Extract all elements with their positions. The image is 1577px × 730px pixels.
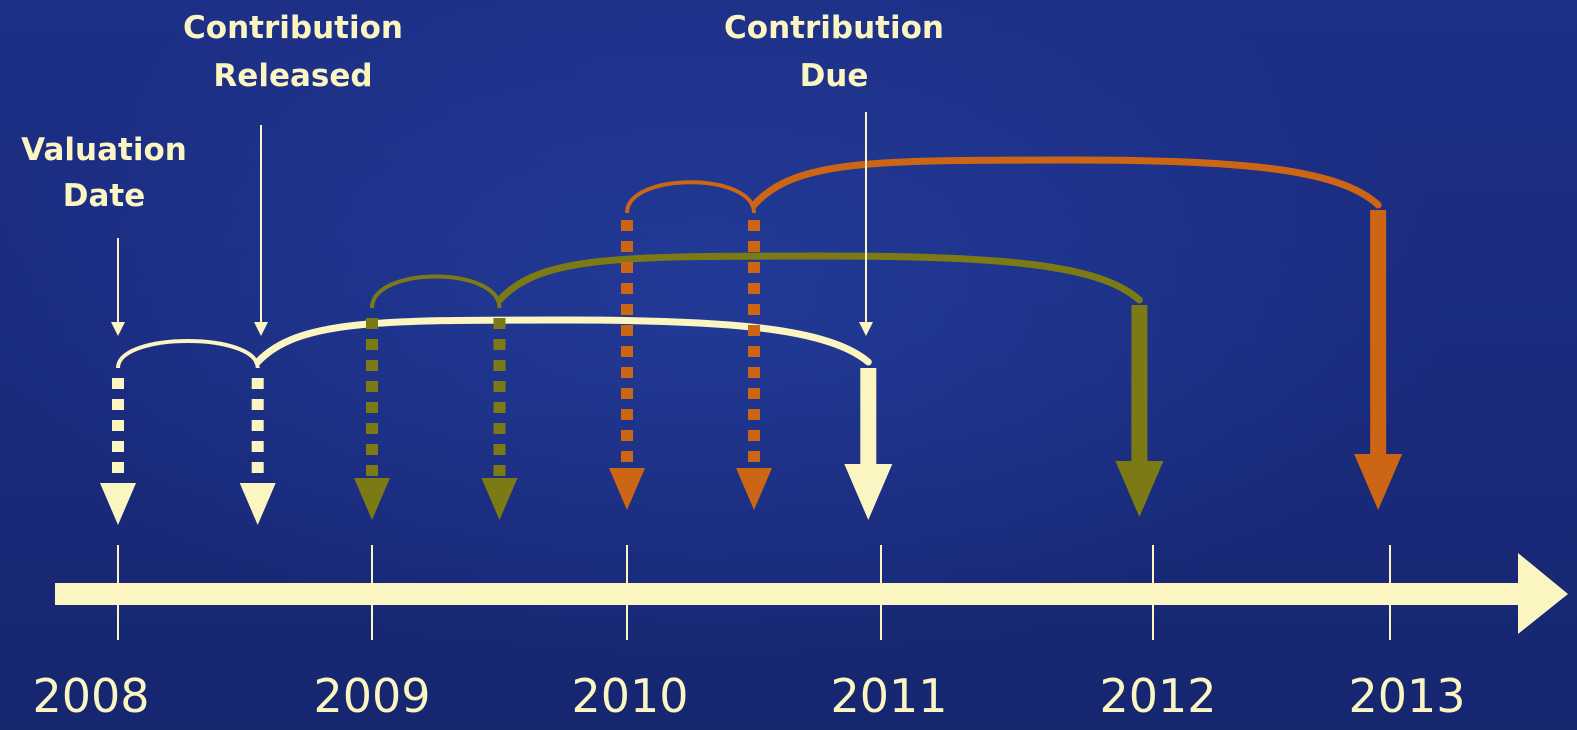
cycle-3-due-arrow [1354,210,1403,510]
cycle-2-valuation-arrow-head [354,478,390,520]
cycle-1-valuation-hump [116,339,260,369]
cycle-2-released-arrow [481,318,518,520]
valuation-date-label-line2: Date [63,178,146,214]
cycle-3-valuation-hump [625,180,756,214]
year-label-2009: 2009 [313,669,430,723]
cycle-3-release-arc [750,156,1382,209]
cycle-1-due-arrow [844,368,893,520]
cycle-1-due-arrow-head [844,464,893,520]
contribution-due-label: Contribution Due [724,10,944,94]
cycle-1 [100,316,893,525]
cycle-2-valuation-hump [370,274,502,309]
contribution-released-label-line2: Released [213,58,372,94]
axis-arrowhead [1518,553,1568,634]
cycle-3 [609,156,1403,510]
cycle-2-valuation-arrow [354,318,390,520]
cycles-layer [100,156,1403,525]
contribution-due-label-line2: Due [800,58,869,94]
contribution-released-pointer-head [254,322,268,336]
cycle-1-valuation-arrow [100,378,136,525]
pointers-layer [111,112,873,336]
contribution-due-pointer-head [859,322,873,336]
cycle-1-valuation-arrow-head [100,483,136,525]
cycle-3-due-arrow-shaft [1370,210,1387,455]
contribution-released-label: Contribution Released [183,10,403,94]
cycle-3-released-arrow-head [736,468,772,510]
cycle-3-due-arrow-head [1354,454,1403,510]
cycle-3-valuation-arrow [609,220,645,510]
year-label-2013: 2013 [1348,669,1465,723]
year-label-2011: 2011 [830,669,947,723]
contribution-due-label-line1: Contribution [724,10,944,46]
valuation-date-pointer [111,238,125,336]
contribution-released-pointer [254,125,268,336]
cycle-3-released-arrow [736,220,772,510]
axis-line [55,583,1530,605]
valuation-date-label-line1: Valuation [21,132,187,168]
cycle-2-due-arrow-shaft [1131,305,1148,462]
cycle-2 [354,252,1164,520]
valuation-date-pointer-head [111,322,125,336]
year-label-2010: 2010 [571,669,688,723]
timeline-axis [55,545,1568,640]
cycle-3-valuation-arrow-head [609,468,645,510]
cycle-2-release-arc [496,252,1143,304]
contribution-released-label-line1: Contribution [183,10,403,46]
cycle-1-released-arrow-head [239,483,276,525]
year-label-2012: 2012 [1099,669,1216,723]
cycle-1-release-arc [254,316,872,366]
cycle-1-due-arrow-shaft [860,368,877,465]
year-label-2008: 2008 [32,669,149,723]
valuation-date-label: Valuation Date [21,132,187,214]
cycle-2-released-arrow-head [481,478,518,520]
cycle-1-released-arrow [239,378,276,525]
cycle-2-due-arrow [1115,305,1164,517]
contribution-due-pointer [859,112,873,336]
cycle-2-due-arrow-head [1115,461,1164,517]
year-labels: 2008 2009 2010 2011 2012 2013 [32,669,1465,723]
